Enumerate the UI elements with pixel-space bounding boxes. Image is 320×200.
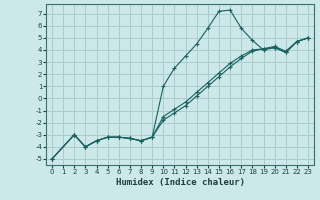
X-axis label: Humidex (Indice chaleur): Humidex (Indice chaleur) <box>116 178 244 187</box>
